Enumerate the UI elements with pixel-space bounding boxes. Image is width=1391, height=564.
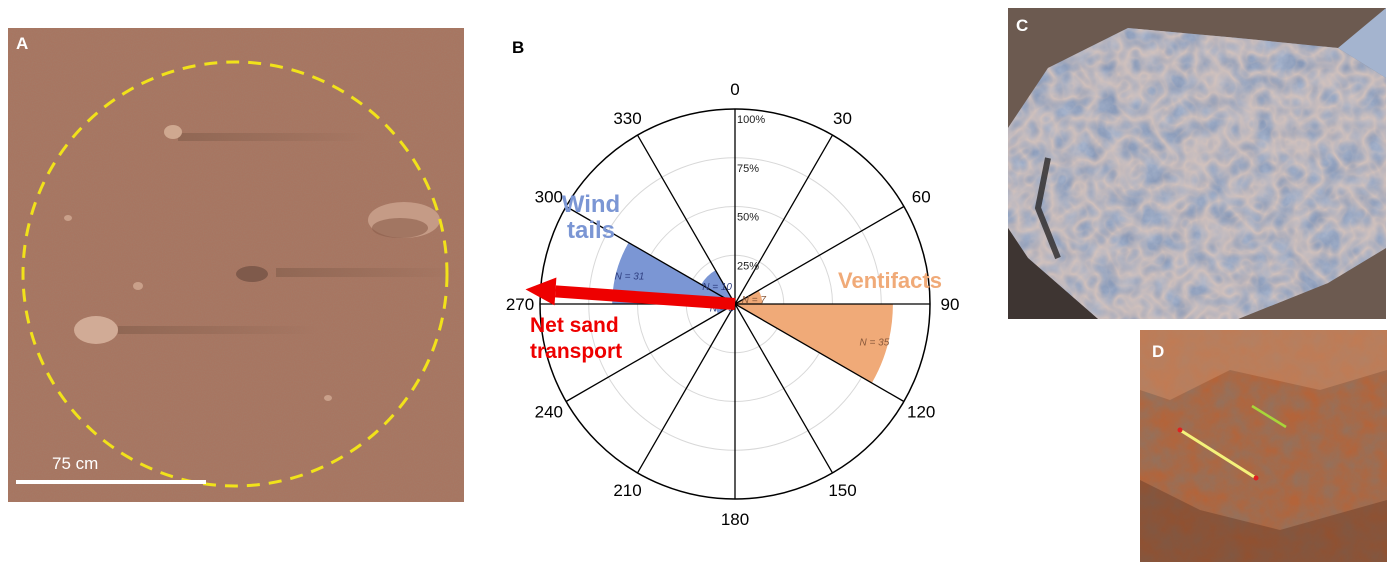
angle-tick-label: 60	[912, 188, 931, 207]
angle-tick-label: 120	[907, 403, 935, 422]
rock	[164, 125, 182, 139]
wedge-count-label: N = 31	[615, 272, 645, 283]
panel-label: A	[16, 34, 29, 53]
wind-tail-streak	[118, 326, 318, 334]
spoke-line	[636, 303, 736, 474]
series-name-label: Wind	[562, 191, 620, 218]
ventifact-photo	[1008, 8, 1386, 319]
rock	[236, 266, 268, 282]
angle-tick-label: 270	[506, 295, 534, 314]
wedge-count-label: N = 35	[860, 337, 890, 348]
radial-tick-label: 25%	[737, 260, 759, 272]
angle-tick-label: 30	[833, 109, 852, 128]
panel-d-measurement-image: D	[1140, 330, 1387, 562]
wind-tail-streak	[178, 133, 368, 141]
scale-bar-label: 75 cm	[52, 454, 99, 473]
series-name-label: tails	[567, 217, 615, 244]
radial-tick-label: 100%	[737, 114, 765, 126]
spoke-line	[734, 205, 905, 305]
angle-tick-label: 240	[535, 403, 563, 422]
measurement-line	[1179, 428, 1257, 480]
net-sand-transport-label: Net sand	[530, 314, 619, 337]
rock	[74, 316, 118, 344]
rose-wedge	[701, 270, 735, 304]
measurement-photo	[1140, 330, 1387, 562]
net-sand-transport-label: transport	[530, 340, 622, 363]
panel-label: C	[1016, 16, 1029, 35]
wedge-count-label: N = 10	[702, 282, 732, 293]
rose-diagram: 25% 50% 75% 100% 0 30 60 90 120 150 180 210 240 270 30…	[506, 80, 960, 529]
rose-wedge	[735, 304, 893, 383]
panel-a-wind-tails-image: A 75 cm	[8, 28, 464, 502]
wedge-count-label: N = 7	[742, 295, 767, 306]
angle-tick-label: 210	[613, 481, 641, 500]
radial-tick-label: 75%	[737, 163, 759, 175]
rose-wedge	[612, 242, 735, 304]
radial-tick-label: 50%	[737, 212, 759, 224]
spoke-line	[734, 134, 834, 305]
series-name-label: Ventifacts	[838, 268, 942, 293]
outer-circle	[539, 108, 931, 500]
angle-tick-label: 0	[730, 80, 739, 99]
net-sand-transport-arrow-shaft	[554, 285, 736, 310]
panel-label: D	[1152, 342, 1165, 361]
panel-b-rose-diagram: B 25% 50% 75% 100% 0 30 60 90 120 150 180 210 240 270…	[494, 28, 994, 560]
measurement-line	[1251, 404, 1287, 429]
net-sand-transport-arrow-head	[525, 277, 557, 306]
angle-tick-label: 150	[828, 481, 856, 500]
angle-tick-label: 90	[941, 295, 960, 314]
angle-tick-label: 180	[721, 510, 749, 529]
scale-bar	[16, 480, 206, 484]
spoke-line	[565, 205, 736, 305]
panel-label: B	[512, 38, 525, 57]
angle-tick-label: 330	[613, 109, 641, 128]
wind-tails-photo	[8, 28, 464, 502]
spoke-line	[734, 303, 834, 474]
spoke-line	[636, 134, 736, 305]
spoke-line	[734, 303, 905, 403]
study-area-circle	[21, 60, 449, 488]
angle-tick-label: 300	[535, 188, 563, 207]
wind-tail-streak	[276, 268, 456, 277]
panel-c-ventifact-image: C	[1008, 8, 1386, 319]
spoke-line	[565, 303, 736, 403]
